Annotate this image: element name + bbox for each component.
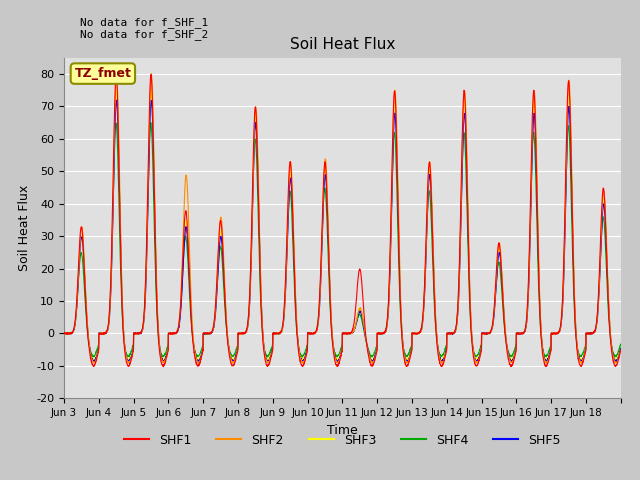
Title: Soil Heat Flux: Soil Heat Flux [290, 37, 395, 52]
X-axis label: Time: Time [327, 424, 358, 437]
Text: TZ_fmet: TZ_fmet [74, 67, 131, 80]
Y-axis label: Soil Heat Flux: Soil Heat Flux [17, 185, 31, 271]
Text: No data for f_SHF_2: No data for f_SHF_2 [80, 29, 208, 40]
Text: No data for f_SHF_1: No data for f_SHF_1 [80, 17, 208, 28]
Legend: SHF1, SHF2, SHF3, SHF4, SHF5: SHF1, SHF2, SHF3, SHF4, SHF5 [119, 429, 566, 452]
